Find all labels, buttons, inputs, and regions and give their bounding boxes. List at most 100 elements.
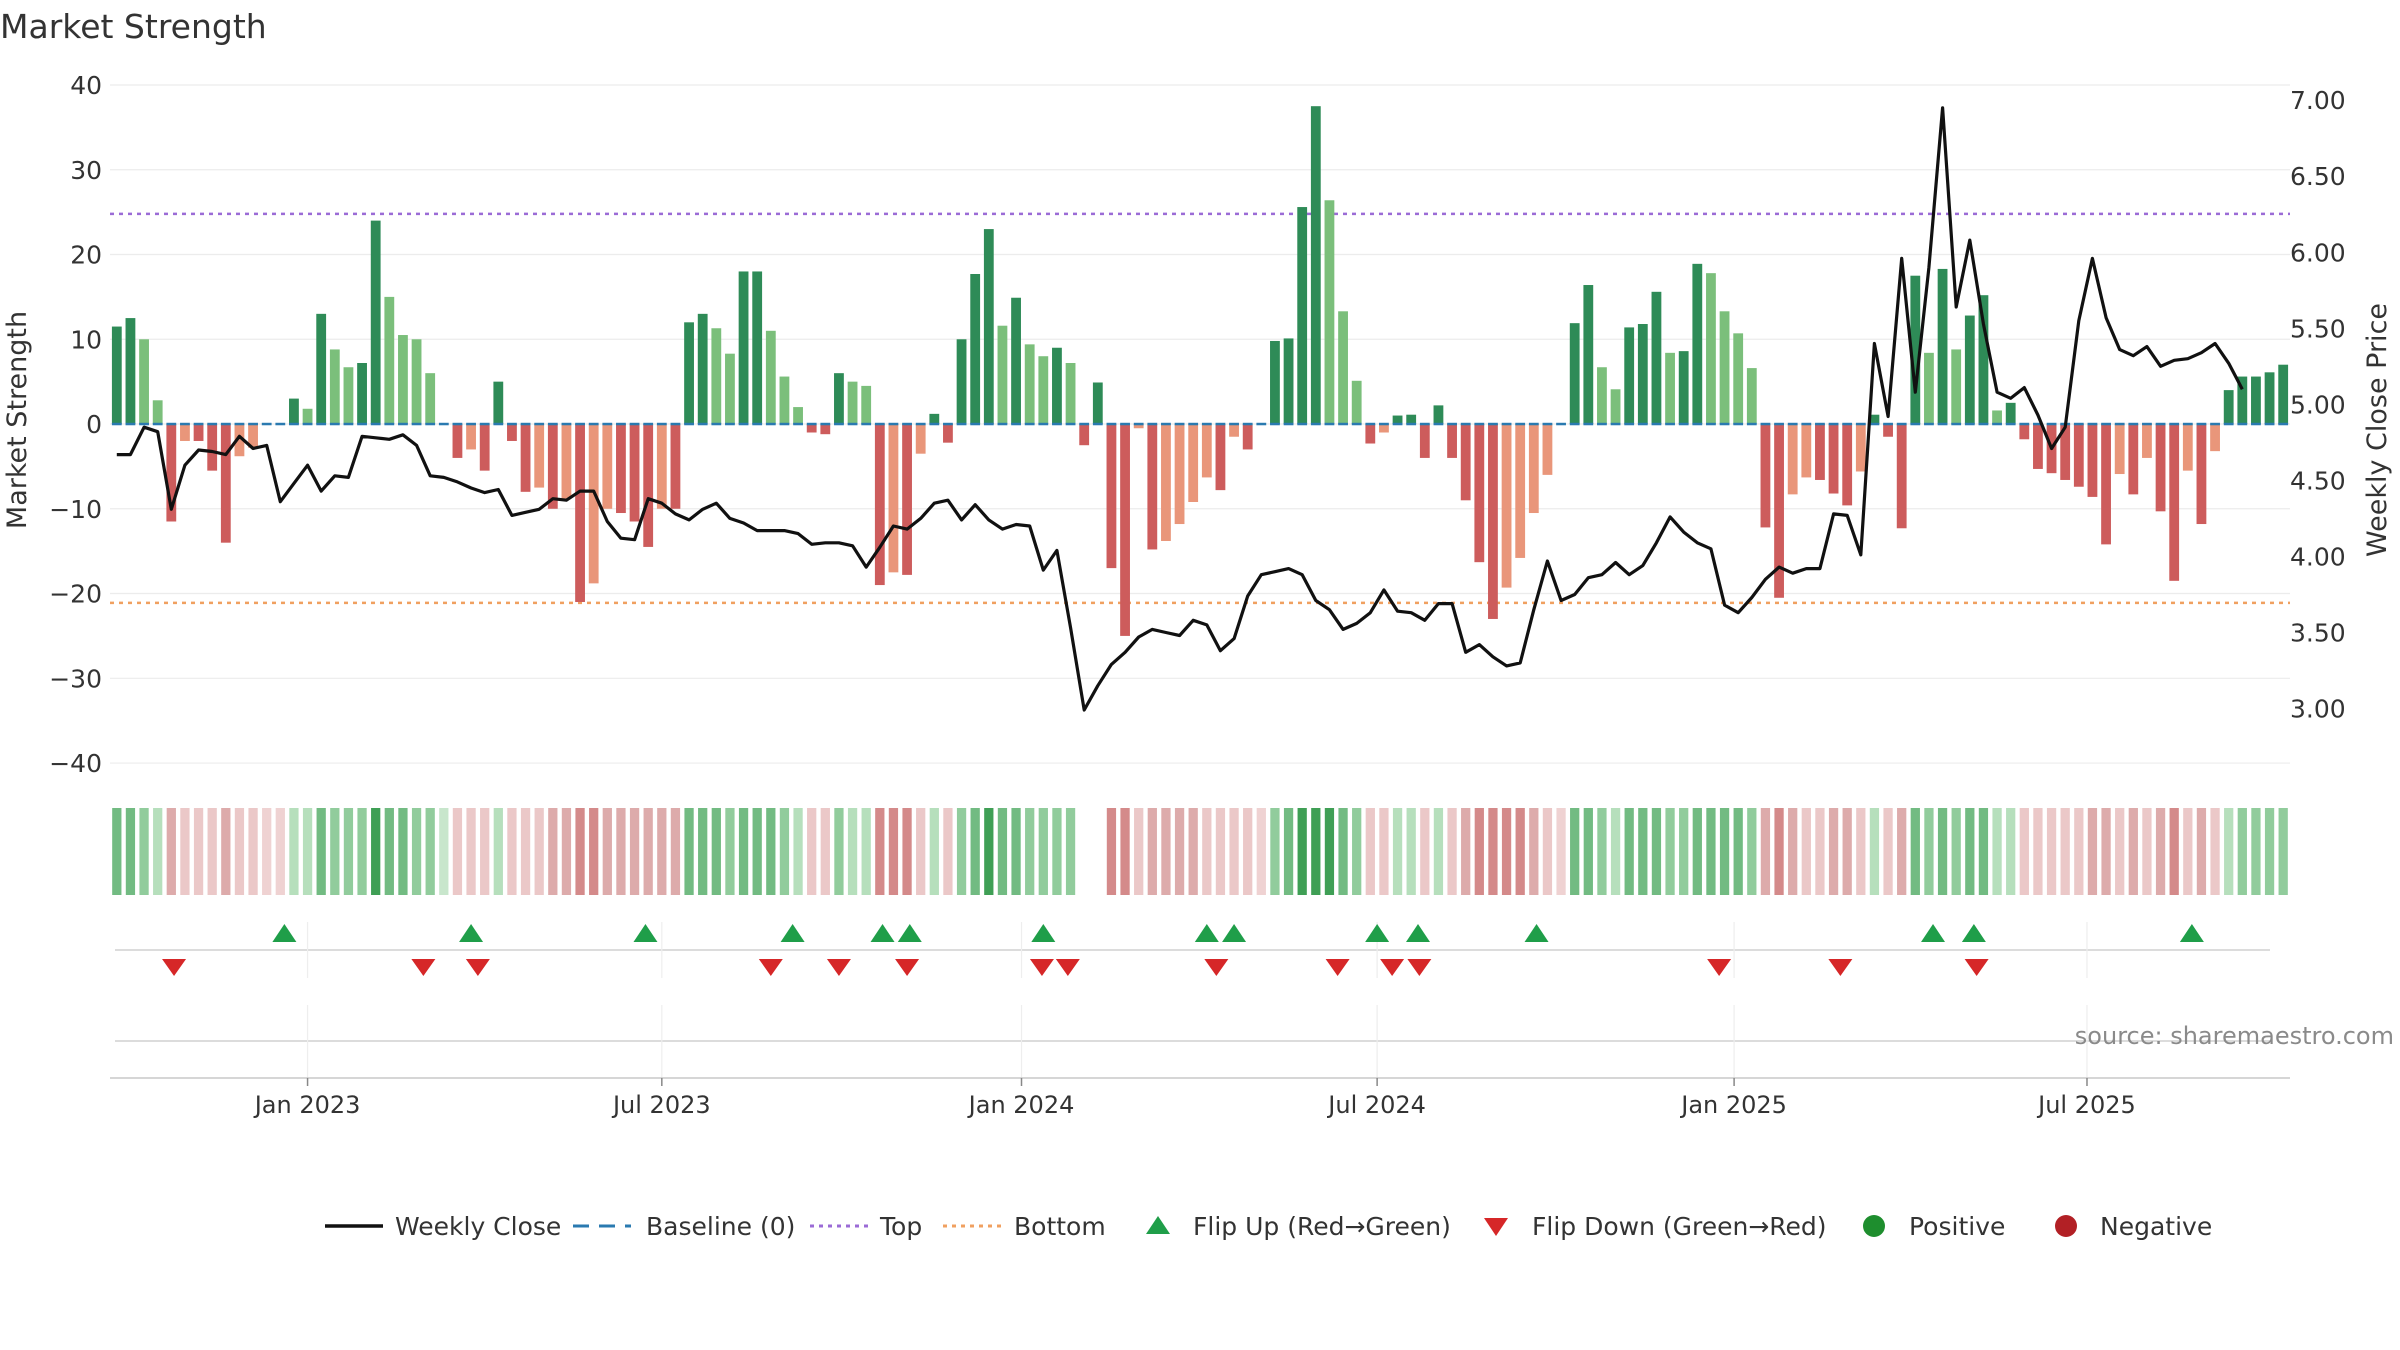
- flip-up-marker: [2179, 924, 2204, 942]
- y-axis-label: Market Strength: [2, 311, 33, 529]
- strength-bar: [1201, 424, 1212, 478]
- strip-cell: [125, 808, 136, 895]
- strip-cell: [1270, 808, 1280, 895]
- flip-down-marker: [1380, 959, 1405, 976]
- strength-bar: [834, 373, 844, 425]
- strength-bar: [507, 424, 517, 441]
- strength-bar: [1392, 415, 1403, 425]
- strength-bar: [1174, 424, 1185, 525]
- strip-cell: [166, 808, 176, 895]
- strength-bar: [983, 229, 994, 425]
- strength-bar: [1161, 424, 1171, 541]
- strength-bar: [534, 424, 545, 488]
- strip-cell: [1433, 808, 1444, 895]
- strip-cell: [1651, 808, 1662, 895]
- strength-bar: [425, 373, 436, 425]
- strength-bar: [1120, 424, 1130, 636]
- legend-label: Weekly Close: [395, 1212, 561, 1241]
- strength-bar: [915, 424, 926, 454]
- strength-bar: [234, 424, 245, 457]
- strip-cell: [1215, 808, 1226, 895]
- legend-label: Flip Down (Green→Red): [1532, 1212, 1827, 1241]
- strip-cell: [207, 808, 217, 895]
- strength-bar: [1038, 356, 1049, 425]
- strip-cell: [1283, 808, 1294, 895]
- strip-cell: [1842, 808, 1852, 895]
- strip-cell: [1324, 808, 1335, 895]
- strip-cell: [466, 808, 476, 895]
- weekly-close-line: [116, 106, 2244, 712]
- strength-bar: [1910, 275, 1921, 425]
- strength-bar: [152, 400, 163, 425]
- flip-up-marker: [870, 924, 895, 942]
- legend: Weekly Close Baseline (0) Top Bottom Flip Up…: [325, 1212, 2212, 1241]
- strength-bar: [1951, 349, 1962, 425]
- strength-bar: [1011, 297, 1021, 425]
- strip-cell: [2278, 808, 2288, 895]
- strip-cell: [2019, 808, 2029, 895]
- weekly-close-series: [116, 106, 2244, 712]
- strength-bar: [765, 330, 776, 425]
- strength-bar: [1406, 414, 1417, 425]
- strip-cell: [520, 808, 531, 895]
- strength-bar: [1460, 424, 1471, 501]
- flip-up-marker: [272, 924, 297, 942]
- x-axis: Jan 2023 Jul 2023 Jan 2024 Jul 2024 Jan 2025…: [110, 1077, 2290, 1119]
- strength-bar: [1351, 380, 1362, 425]
- strength-bar: [711, 328, 722, 425]
- strength-bar: [357, 363, 367, 425]
- strip-cell: [2224, 808, 2234, 895]
- strength-bar: [861, 385, 872, 425]
- legend-swatch-flip-up: [1146, 1216, 1170, 1234]
- strip-cell: [1542, 808, 1553, 895]
- strip-cell: [779, 808, 790, 895]
- y-tick-label: 30: [70, 156, 102, 185]
- flip-down-marker: [826, 959, 851, 976]
- flip-down-marker: [1204, 959, 1229, 976]
- strip-cell: [1243, 808, 1253, 895]
- flip-up-marker: [780, 924, 805, 942]
- strip-cell: [302, 808, 313, 895]
- legend-swatch-dot: [2055, 1215, 2077, 1237]
- strip-cell: [1106, 808, 1117, 895]
- strength-bar: [1678, 351, 1689, 425]
- strength-bar: [1760, 424, 1771, 528]
- y-tick-label: −40: [49, 749, 102, 778]
- strength-bar: [1488, 424, 1498, 619]
- strength-bar: [1447, 424, 1457, 458]
- strip-cell: [2142, 808, 2152, 895]
- strength-bar: [398, 335, 408, 425]
- strip-cell: [1379, 808, 1389, 895]
- strip-cell: [1924, 808, 1934, 895]
- strip-cell: [1406, 808, 1416, 895]
- strip-cell: [1937, 808, 1948, 895]
- strength-bars: [111, 106, 2289, 636]
- strength-bar: [779, 376, 790, 425]
- strip-cell: [1365, 808, 1375, 895]
- strip-cell: [316, 808, 326, 895]
- strength-bar: [1787, 424, 1798, 495]
- strength-bar: [629, 424, 640, 522]
- strip-cell: [289, 808, 299, 895]
- strength-bar: [248, 424, 258, 448]
- legend-swatch-dot: [1863, 1215, 1885, 1237]
- strength-bar: [575, 424, 585, 603]
- strength-bar: [1583, 285, 1594, 425]
- strip-cell: [1774, 808, 1784, 895]
- strip-cell: [2101, 808, 2111, 895]
- strip-cell: [1488, 808, 1498, 895]
- strip-cell: [193, 808, 204, 895]
- strip-cell: [1065, 808, 1076, 895]
- strength-bar: [1992, 410, 2002, 425]
- strength-bar: [493, 381, 504, 425]
- strip-cell: [1965, 808, 1975, 895]
- strength-bar: [1896, 424, 1907, 529]
- legend-label: Positive: [1909, 1212, 2005, 1241]
- strength-bar: [1610, 389, 1621, 425]
- strip-cell: [1610, 808, 1621, 895]
- strip-cell: [425, 808, 435, 895]
- strength-bar: [1624, 327, 1635, 425]
- y2-tick-label: 3.00: [2290, 695, 2346, 724]
- strength-bar: [2005, 402, 2016, 425]
- strip-cell: [1665, 808, 1675, 895]
